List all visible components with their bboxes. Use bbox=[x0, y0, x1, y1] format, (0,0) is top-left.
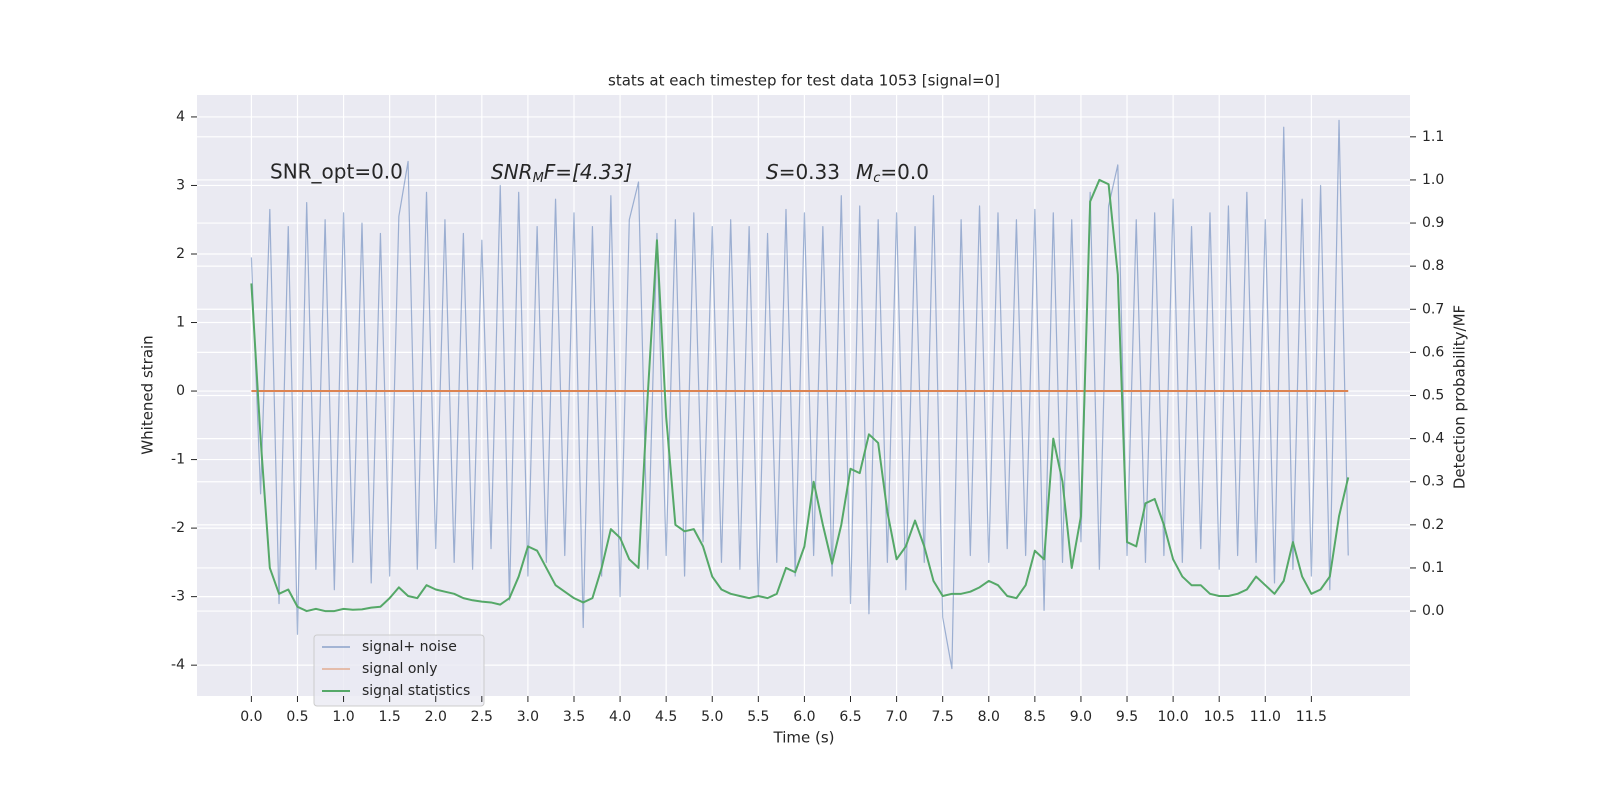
x-tick-label: 8.0 bbox=[978, 709, 1000, 725]
x-tick-label: 11.0 bbox=[1250, 709, 1281, 725]
x-tick-label: 5.0 bbox=[701, 709, 723, 725]
x-tick-label: 6.0 bbox=[793, 709, 815, 725]
annotation-part: =0.0 bbox=[880, 160, 929, 184]
x-tick-label: 10.5 bbox=[1204, 709, 1235, 725]
y-tick-label: -4 bbox=[171, 657, 185, 673]
plot bbox=[250, 119, 1350, 670]
y-tick-label: -3 bbox=[171, 589, 185, 605]
y2-tick-label: 0.4 bbox=[1422, 431, 1444, 447]
x-tick-label: 10.0 bbox=[1158, 709, 1189, 725]
y-tick-label: -2 bbox=[171, 520, 185, 536]
x-tick-label: 8.5 bbox=[1024, 709, 1046, 725]
grid bbox=[197, 95, 1410, 696]
series-line bbox=[250, 178, 1350, 613]
y2-tick-label: 1.1 bbox=[1422, 129, 1444, 145]
legend-label: signal+ noise bbox=[362, 639, 457, 655]
legend-label: signal only bbox=[362, 661, 437, 677]
y2-tick-label: 0.1 bbox=[1422, 560, 1444, 576]
annotation-part: SNR bbox=[491, 160, 533, 184]
chart-title: stats at each timestep for test data 105… bbox=[608, 72, 1000, 90]
y-tick-label: 2 bbox=[176, 246, 185, 262]
legend: signal+ noise signal only signal statistic… bbox=[313, 634, 485, 707]
annotation-sub: c bbox=[873, 171, 880, 186]
x-axis-label: Time (s) bbox=[773, 729, 835, 747]
y-axis-label: Whitened strain bbox=[139, 335, 157, 454]
annotation: SNR_opt=0.0 bbox=[270, 160, 403, 184]
annotation: S=0.33 Mc=0.0 bbox=[766, 160, 929, 186]
y2-tick-label: 1.0 bbox=[1422, 172, 1444, 188]
annotation-part: M bbox=[856, 160, 873, 184]
x-tick-label: 2.0 bbox=[425, 709, 447, 725]
annotation-sub: M bbox=[533, 171, 544, 186]
y-tick-label: -1 bbox=[171, 452, 185, 468]
x-tick-label: 5.5 bbox=[747, 709, 769, 725]
x-tick-label: 3.5 bbox=[563, 709, 585, 725]
y2-tick-label: 0.6 bbox=[1422, 344, 1444, 360]
x-tick-label: 6.5 bbox=[839, 709, 861, 725]
y2-axis-label: Detection probability/MF bbox=[1451, 305, 1469, 489]
legend-label: signal statistics bbox=[362, 683, 470, 699]
y2-tick-label: 0.8 bbox=[1422, 258, 1444, 274]
x-tick-label: 2.5 bbox=[471, 709, 493, 725]
x-tick-label: 4.5 bbox=[655, 709, 677, 725]
y2-tick-label: 0.5 bbox=[1422, 388, 1444, 404]
x-tick-label: 0.0 bbox=[240, 709, 262, 725]
x-tick-label: 3.0 bbox=[517, 709, 539, 725]
annotation: SNRMF=[4.33] bbox=[491, 160, 632, 186]
annotation-part: S bbox=[766, 160, 779, 184]
y-tick-label: 3 bbox=[176, 177, 185, 193]
series-line bbox=[250, 119, 1349, 670]
x-tick-label: 7.0 bbox=[885, 709, 907, 725]
x-tick-label: 11.5 bbox=[1296, 709, 1327, 725]
annotation-part: F=[4.33] bbox=[544, 160, 632, 184]
x-tick-label: 4.0 bbox=[609, 709, 631, 725]
x-tick-label: 1.5 bbox=[379, 709, 401, 725]
legend-box bbox=[313, 634, 485, 707]
y2-tick-label: 0.7 bbox=[1422, 301, 1444, 317]
y2-tick-label: 0.3 bbox=[1422, 474, 1444, 490]
x-tick-label: 0.5 bbox=[286, 709, 308, 725]
x-tick-label: 1.0 bbox=[332, 709, 354, 725]
y2-tick-label: 0.0 bbox=[1422, 603, 1444, 619]
y-tick-label: 4 bbox=[176, 109, 185, 125]
annotation-part: =0.33 bbox=[779, 160, 840, 184]
y2-tick-label: 0.9 bbox=[1422, 215, 1444, 231]
y-tick-label: 0 bbox=[176, 383, 185, 399]
x-tick-label: 9.5 bbox=[1116, 709, 1138, 725]
y2-tick-label: 0.2 bbox=[1422, 517, 1444, 533]
x-tick-label: 9.0 bbox=[1070, 709, 1092, 725]
x-tick-label: 7.5 bbox=[932, 709, 954, 725]
y-tick-label: 1 bbox=[176, 315, 185, 331]
